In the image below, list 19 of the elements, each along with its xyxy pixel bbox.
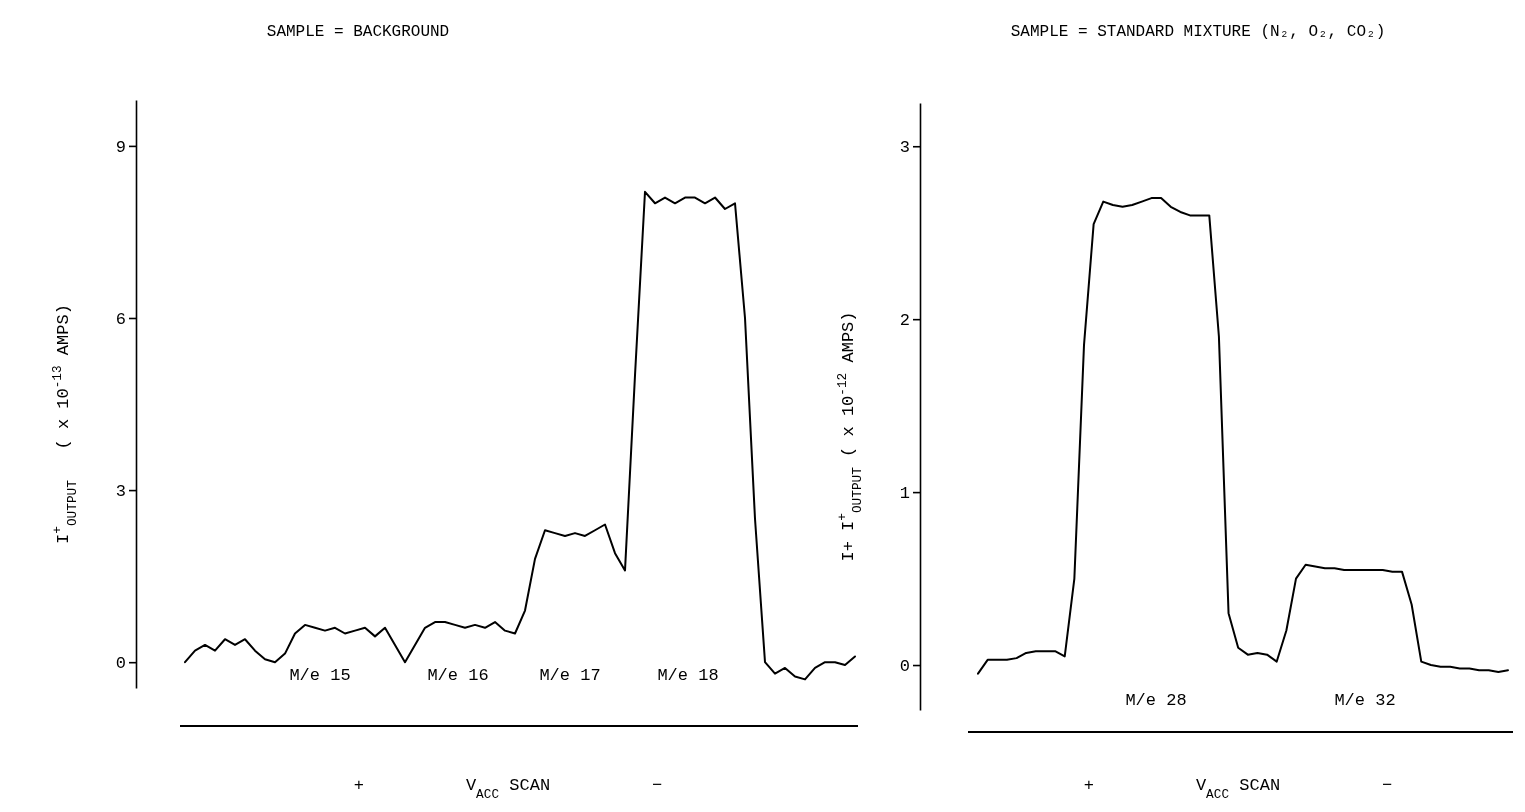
chart-title: SAMPLE = BACKGROUND (266, 23, 450, 41)
y-tick-label: 2 (899, 311, 910, 331)
chart-title: SAMPLE = STANDARD MIXTURE (N₂, O₂, CO₂) (1010, 23, 1386, 41)
y-tick-label: 3 (899, 138, 910, 158)
annotation: M/e 32 (1334, 691, 1396, 710)
y-tick-label: 0 (899, 656, 910, 676)
x-axis-title: + V$_{ACC}$ SCAN − (353, 776, 663, 802)
annotation: M/e 15 (289, 666, 351, 685)
annotation: M/e 28 (1125, 691, 1187, 710)
y-tick-label: 9 (115, 137, 126, 157)
annotation: M/e 17 (539, 666, 601, 685)
y-tick-label: 6 (115, 309, 126, 329)
x-axis-title: + V$_{ACC}$ SCAN − (1083, 776, 1393, 802)
y-tick-label: 1 (899, 484, 910, 504)
y-tick-label: 0 (115, 654, 126, 674)
annotation: M/e 16 (427, 666, 489, 685)
y-tick-label: 3 (115, 482, 126, 502)
annotation: M/e 18 (657, 666, 719, 685)
line-series (977, 197, 1509, 675)
